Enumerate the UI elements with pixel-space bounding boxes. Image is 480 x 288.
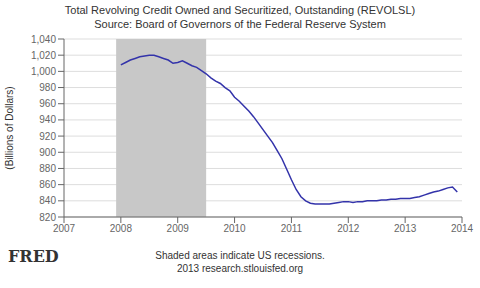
svg-text:2007: 2007 xyxy=(53,223,76,234)
html-text:FRED: FRED xyxy=(8,247,59,266)
svg-text:820: 820 xyxy=(39,212,56,223)
svg-text:880: 880 xyxy=(39,163,56,174)
svg-text:1,000: 1,000 xyxy=(31,66,56,77)
html-text:Shaded areas indicate US reces: Shaded areas indicate US recessions. xyxy=(155,250,325,261)
svg-text:1,040: 1,040 xyxy=(31,34,56,45)
svg-text:980: 980 xyxy=(39,82,56,93)
svg-text:920: 920 xyxy=(39,131,56,142)
svg-text:(Billions of Dollars): (Billions of Dollars) xyxy=(8,86,15,169)
svg-text:2009: 2009 xyxy=(167,223,190,234)
svg-text:2013: 2013 xyxy=(394,223,417,234)
svg-text:960: 960 xyxy=(39,98,56,109)
svg-text:940: 940 xyxy=(39,114,56,125)
svg-text:900: 900 xyxy=(39,147,56,158)
svg-text:2014: 2014 xyxy=(451,223,472,234)
svg-text:840: 840 xyxy=(39,195,56,206)
svg-text:2012: 2012 xyxy=(337,223,360,234)
html-text:2013 research.stlouisfed.org: 2013 research.stlouisfed.org xyxy=(176,263,304,274)
html-text:Total Revolving Credit Owned a: Total Revolving Credit Owned and Securit… xyxy=(64,4,416,16)
svg-text:1,020: 1,020 xyxy=(31,50,56,61)
html-text:Source: Board of Governors of: Source: Board of Governors of the Federa… xyxy=(94,18,386,30)
svg-text:2010: 2010 xyxy=(223,223,246,234)
svg-text:2011: 2011 xyxy=(281,223,303,234)
svg-text:860: 860 xyxy=(39,179,56,190)
svg-text:2008: 2008 xyxy=(110,223,133,234)
